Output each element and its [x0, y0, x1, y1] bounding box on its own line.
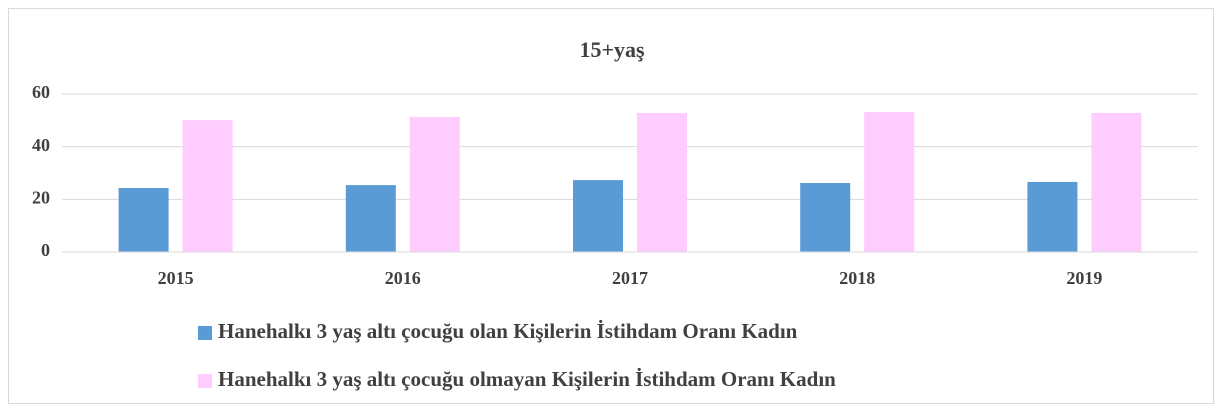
bar	[409, 116, 460, 252]
legend-label: Hanehalkı 3 yaş altı çocuğu olan Kişiler…	[218, 319, 798, 343]
bar	[1091, 112, 1142, 253]
y-tick-label: 40	[32, 135, 50, 155]
y-tick-label: 60	[32, 82, 50, 102]
x-tick-label: 2018	[839, 268, 875, 288]
x-tick-label: 2017	[612, 268, 648, 288]
bar	[1027, 181, 1078, 252]
x-tick-label: 2015	[158, 268, 194, 288]
y-tick-label: 20	[32, 187, 50, 207]
bar	[864, 111, 915, 252]
x-tick-label: 2019	[1066, 268, 1102, 288]
bar	[800, 183, 851, 252]
legend-label: Hanehalkı 3 yaş altı çocuğu olmayan Kişi…	[218, 367, 836, 391]
x-tick-label: 2016	[385, 268, 421, 288]
legend-swatch	[198, 374, 212, 388]
legend-swatch	[198, 326, 212, 340]
chart-title: 15+yaş	[579, 37, 645, 62]
bar	[573, 180, 623, 252]
bar	[182, 120, 233, 252]
bar	[637, 112, 687, 253]
bar	[345, 185, 396, 252]
y-tick-label: 0	[41, 240, 50, 260]
bar	[118, 188, 169, 252]
